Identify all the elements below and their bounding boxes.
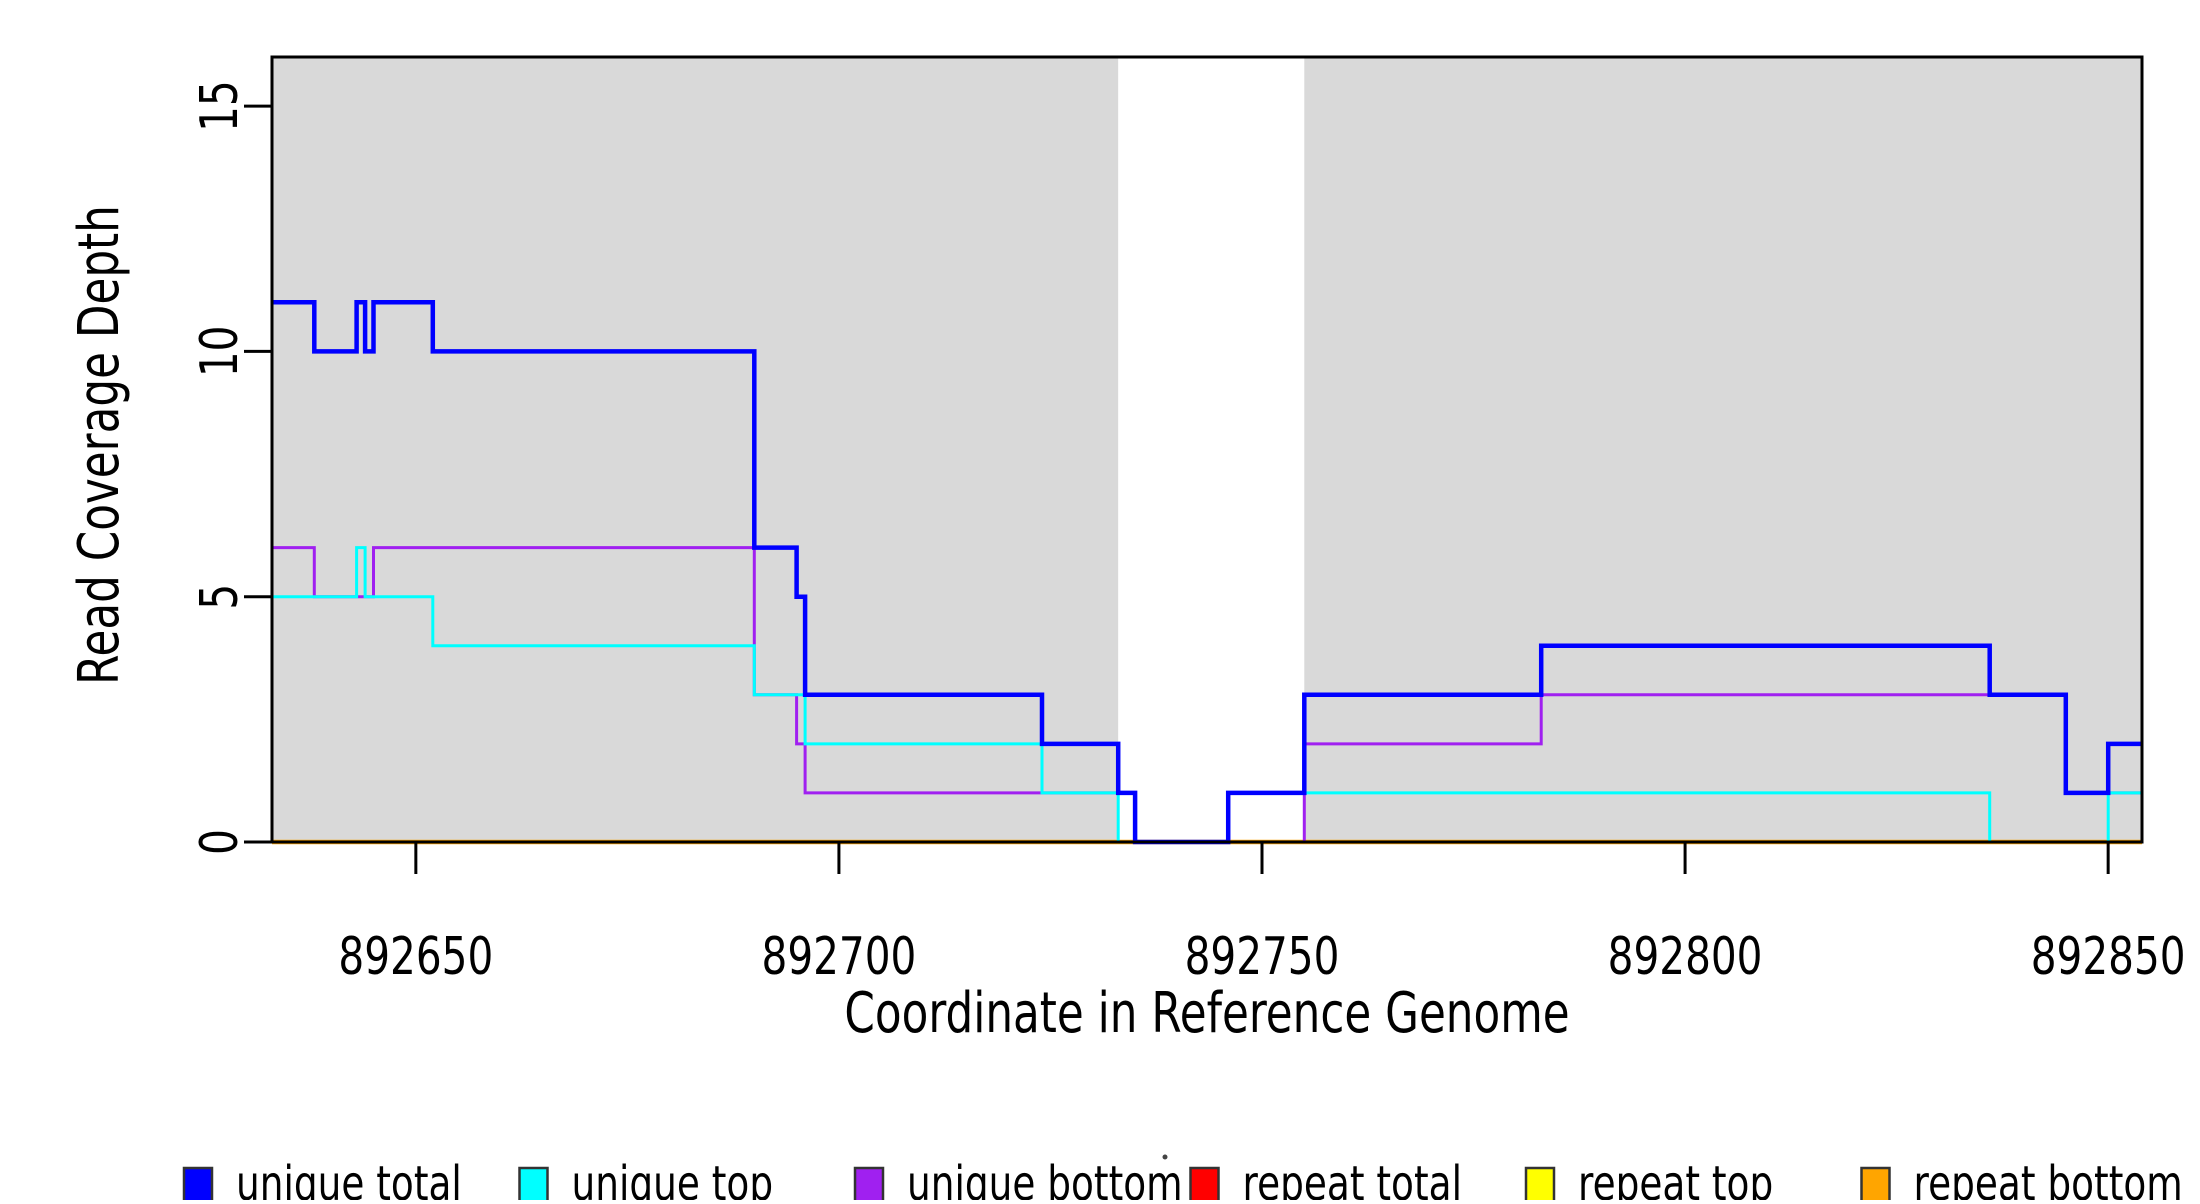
legend-swatch-unique-bottom bbox=[853, 1166, 885, 1204]
y-tick-label: 0 bbox=[189, 829, 249, 855]
x-axis: 892650 892700 892750 892800 892850 bbox=[338, 842, 2186, 986]
legend-swatch-repeat-bottom bbox=[1860, 1166, 1891, 1204]
legend-label: repeat total bbox=[1243, 1157, 1462, 1200]
x-tick-label: 892650 bbox=[338, 926, 493, 986]
y-axis: 0 5 10 15 bbox=[189, 80, 272, 855]
x-tick-label: 892700 bbox=[762, 926, 917, 986]
legend-swatch-repeat-total bbox=[1189, 1166, 1220, 1204]
stray-dot-artifact bbox=[1162, 1154, 1168, 1160]
legend-item-repeat-top: repeat top bbox=[1524, 1157, 1773, 1204]
legend-item-repeat-total: repeat total bbox=[1189, 1157, 1462, 1204]
plot-border bbox=[270, 55, 2144, 844]
series-line-unique-total bbox=[272, 300, 2142, 845]
series-line-unique-bottom bbox=[272, 546, 2142, 844]
legend-swatch-unique-total bbox=[182, 1166, 214, 1204]
x-tick-label: 892750 bbox=[1185, 926, 1340, 986]
legend-label: repeat top bbox=[1578, 1157, 1773, 1200]
y-tick-label: 15 bbox=[189, 80, 249, 132]
legend-item-unique-top: unique top bbox=[518, 1157, 774, 1204]
y-tick-label: 5 bbox=[189, 584, 249, 610]
legend-label: repeat bottom bbox=[1914, 1157, 2183, 1200]
legend-item-repeat-bottom: repeat bottom bbox=[1860, 1157, 2183, 1204]
legend-swatch-repeat-top bbox=[1524, 1166, 1556, 1204]
legend-item-unique-bottom: unique bottom bbox=[853, 1157, 1183, 1204]
legend-label: unique bottom bbox=[907, 1157, 1183, 1200]
y-axis-title: Read Coverage Depth bbox=[66, 205, 132, 685]
legend-swatch-unique-top bbox=[518, 1166, 549, 1204]
x-axis-title: Coordinate in Reference Genome bbox=[844, 980, 1569, 1046]
unique-region-shading bbox=[272, 57, 2142, 842]
x-tick-label: 892850 bbox=[2031, 926, 2186, 986]
legend-label: unique total bbox=[236, 1157, 462, 1200]
legend-label: unique top bbox=[572, 1157, 774, 1200]
legend: unique total unique top unique bottom repea… bbox=[182, 1157, 2183, 1204]
legend-item-unique-total: unique total bbox=[182, 1157, 462, 1204]
unique-region-right bbox=[1304, 57, 2142, 842]
unique-region-left bbox=[272, 57, 1119, 842]
x-tick-label: 892800 bbox=[1608, 926, 1763, 986]
y-tick-label: 10 bbox=[189, 326, 249, 378]
series-line-unique-top bbox=[272, 546, 2142, 844]
